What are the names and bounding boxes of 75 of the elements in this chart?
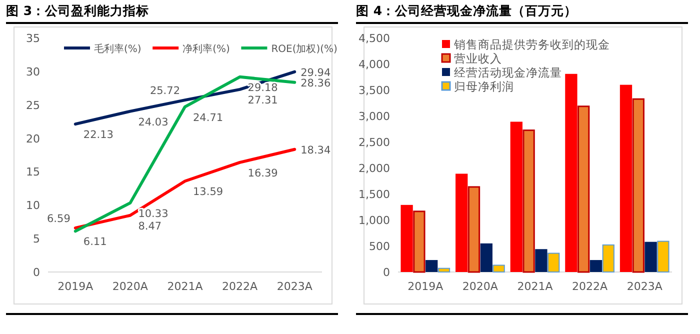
y-tick-label: 0 bbox=[383, 266, 390, 279]
y-tick-label: 3,000 bbox=[358, 110, 390, 123]
bar bbox=[548, 252, 560, 272]
data-label: 29.18 bbox=[248, 82, 278, 94]
bar bbox=[480, 243, 492, 272]
x-tick-label: 2019A bbox=[58, 280, 94, 293]
legend-label: 经营活动现金净流量 bbox=[454, 66, 562, 80]
bar bbox=[468, 186, 480, 273]
legend-label: 归母净利润 bbox=[454, 80, 514, 94]
y-tick-label: 4,500 bbox=[358, 32, 390, 45]
x-tick-label: 2020A bbox=[112, 280, 148, 293]
bar bbox=[590, 260, 602, 272]
y-tick-label: 30 bbox=[26, 65, 40, 78]
data-label: 29.94 bbox=[300, 66, 331, 79]
bar bbox=[456, 174, 468, 272]
y-tick-label: 20 bbox=[26, 132, 40, 146]
y-tick-label: 1,000 bbox=[358, 214, 390, 227]
bar bbox=[438, 268, 450, 272]
data-label: 10.33 bbox=[138, 208, 168, 220]
data-label: 28.36 bbox=[300, 77, 331, 90]
bar bbox=[492, 264, 505, 272]
bar bbox=[400, 204, 413, 272]
legend-label: 毛利率(%) bbox=[94, 43, 142, 55]
bar bbox=[426, 260, 438, 272]
y-tick-label: 3,500 bbox=[358, 84, 390, 97]
data-label: 6.59 bbox=[47, 212, 70, 225]
y-tick-label: 500 bbox=[369, 240, 390, 253]
x-tick-label: 2021A bbox=[167, 280, 204, 293]
data-label: 22.13 bbox=[83, 129, 114, 142]
data-label: 8.47 bbox=[138, 220, 162, 232]
y-tick-label: 15 bbox=[26, 166, 40, 179]
bar bbox=[413, 210, 426, 273]
legend-label: ROE(加权)(%) bbox=[271, 43, 338, 55]
x-tick-label: 2019A bbox=[408, 280, 444, 293]
line-series bbox=[74, 148, 296, 230]
line-series bbox=[74, 75, 296, 233]
data-label: 18.34 bbox=[300, 144, 331, 156]
bar bbox=[632, 98, 644, 273]
data-label: 24.71 bbox=[193, 112, 224, 124]
bar bbox=[565, 74, 578, 272]
x-tick-label: 2022A bbox=[572, 280, 608, 293]
data-label: 24.03 bbox=[138, 116, 168, 128]
data-label: 16.39 bbox=[248, 167, 278, 180]
y-tick-label: 1,500 bbox=[358, 188, 390, 201]
y-tick-label: 25 bbox=[26, 98, 40, 112]
x-tick-label: 2020A bbox=[462, 280, 498, 293]
y-tick-label: 10 bbox=[26, 199, 40, 212]
legend-label: 净利率(%) bbox=[182, 43, 230, 55]
legend-label: 营业收入 bbox=[454, 52, 502, 66]
x-tick-label: 2021A bbox=[517, 280, 554, 293]
x-tick-label: 2022A bbox=[222, 280, 258, 293]
bar bbox=[657, 240, 670, 272]
data-label: 6.11 bbox=[83, 236, 107, 248]
y-tick-label: 35 bbox=[26, 32, 40, 45]
chart-title: 图 3：公司盈利能力指标 bbox=[6, 3, 150, 18]
bar bbox=[644, 242, 657, 272]
y-tick-label: 5 bbox=[33, 232, 40, 246]
data-label: 25.72 bbox=[150, 85, 180, 98]
data-label: 27.31 bbox=[248, 94, 278, 106]
y-tick-label: 2,000 bbox=[358, 162, 390, 175]
y-tick-label: 2,500 bbox=[358, 136, 390, 149]
bar bbox=[602, 244, 614, 272]
legend-label: 销售商品提供劳务收到的现金 bbox=[453, 38, 610, 52]
bar bbox=[578, 106, 590, 273]
chart-title: 图 4：公司经营现金净流量（百万元） bbox=[356, 3, 578, 18]
bar bbox=[510, 122, 522, 272]
bar bbox=[522, 130, 535, 273]
x-tick-label: 2023A bbox=[276, 280, 313, 293]
y-tick-label: 0 bbox=[33, 266, 40, 279]
y-tick-label: 4,000 bbox=[358, 58, 390, 71]
x-tick-label: 2023A bbox=[626, 280, 663, 293]
data-label: 13.59 bbox=[193, 186, 224, 198]
bar bbox=[620, 84, 632, 272]
bar bbox=[535, 249, 548, 272]
line-series bbox=[74, 70, 296, 126]
